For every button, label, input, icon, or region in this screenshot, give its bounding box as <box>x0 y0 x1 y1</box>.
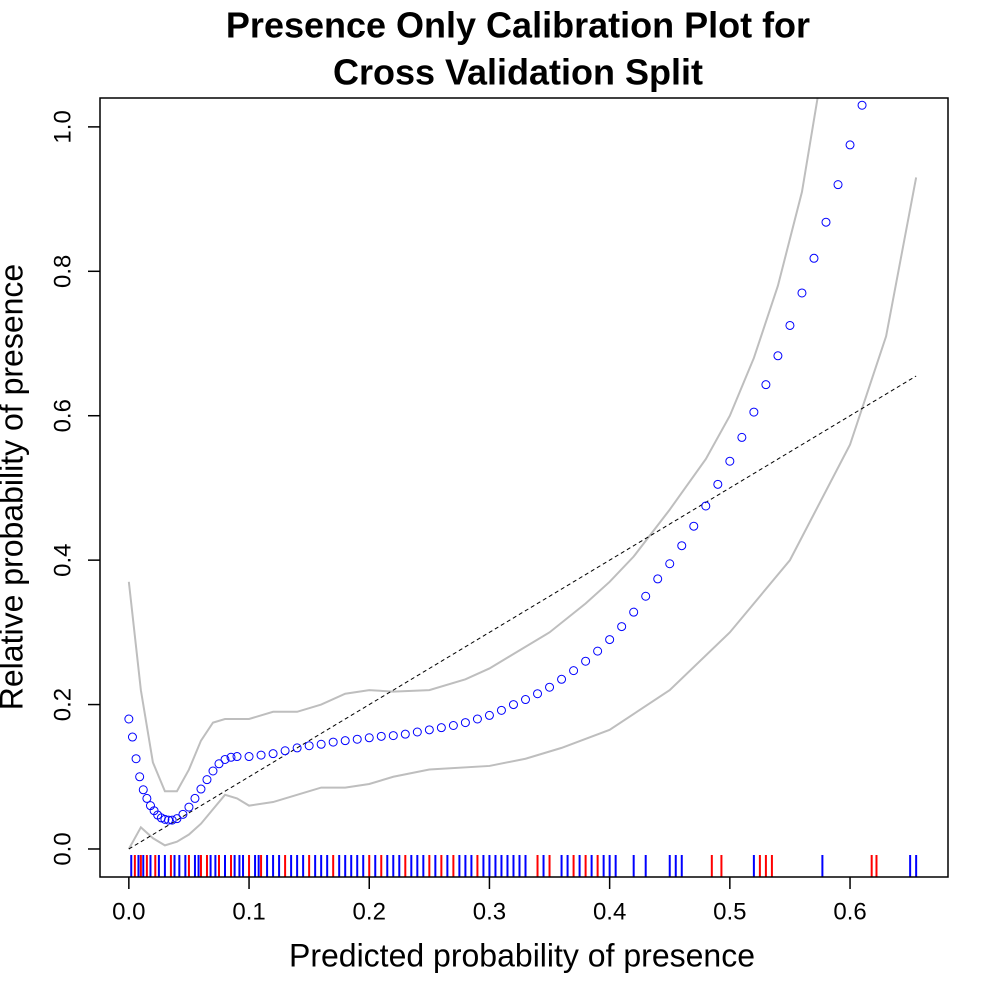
y-tick-label: 0.0 <box>49 832 76 865</box>
point <box>821 217 831 227</box>
point <box>773 351 783 361</box>
x-tick-label: 0.3 <box>473 898 506 925</box>
point <box>533 689 543 699</box>
point <box>280 746 290 756</box>
point <box>725 456 735 466</box>
point <box>593 646 603 656</box>
point <box>184 802 194 812</box>
point <box>677 541 687 551</box>
point <box>364 733 374 743</box>
point <box>167 815 177 825</box>
point <box>304 741 314 751</box>
point <box>496 705 506 715</box>
point <box>460 718 470 728</box>
y-tick-label: 1.0 <box>49 110 76 143</box>
point <box>256 750 266 760</box>
confidence-line <box>127 177 918 850</box>
point <box>472 714 482 724</box>
point <box>142 793 152 803</box>
point <box>164 815 174 825</box>
point <box>400 729 410 739</box>
point <box>629 607 639 617</box>
point <box>190 793 200 803</box>
point <box>545 682 555 692</box>
point <box>328 737 338 747</box>
x-tick-label: 0.4 <box>593 898 626 925</box>
point <box>701 501 711 511</box>
point <box>226 752 236 762</box>
plot-frame <box>99 97 949 878</box>
point <box>617 622 627 632</box>
plot-area <box>124 98 918 877</box>
point <box>749 407 759 417</box>
point <box>689 521 699 531</box>
point <box>138 785 148 795</box>
point <box>761 380 771 390</box>
y-tick-label: 0.6 <box>49 399 76 432</box>
point <box>124 714 134 724</box>
x-tick-label: 0.6 <box>833 898 866 925</box>
point <box>202 775 212 785</box>
point <box>178 809 188 819</box>
point <box>220 754 230 764</box>
point <box>352 734 362 744</box>
point <box>737 432 747 442</box>
point <box>316 739 326 749</box>
point <box>388 731 398 741</box>
point <box>581 656 591 666</box>
point <box>208 766 218 776</box>
point <box>268 749 278 759</box>
point <box>424 725 434 735</box>
point <box>857 100 867 110</box>
y-tick-label: 0.8 <box>49 255 76 288</box>
y-tick-label: 0.4 <box>49 543 76 576</box>
point <box>131 754 141 764</box>
x-tick-label: 0.2 <box>353 898 386 925</box>
point <box>785 320 795 330</box>
point <box>160 814 170 824</box>
y-axis-title: Relative probability of presence <box>0 264 29 710</box>
point <box>641 591 651 601</box>
point <box>196 784 206 794</box>
reference-line <box>128 375 917 850</box>
point <box>448 721 458 731</box>
point <box>653 574 663 584</box>
point <box>508 700 518 710</box>
point <box>376 731 386 741</box>
point <box>135 772 145 782</box>
chart-title: Presence Only Calibration Plot for <box>226 5 810 46</box>
point <box>605 635 615 645</box>
point <box>127 732 137 742</box>
point <box>713 479 723 489</box>
point <box>665 559 675 569</box>
point <box>214 759 224 769</box>
chart-title: Cross Validation Split <box>333 52 703 93</box>
x-tick-label: 0.5 <box>713 898 746 925</box>
point <box>484 710 494 720</box>
point <box>557 674 567 684</box>
point <box>292 743 302 753</box>
x-axis-title: Predicted probability of presence <box>289 937 755 973</box>
point <box>521 695 531 705</box>
point <box>809 253 819 263</box>
point <box>833 180 843 190</box>
point <box>244 752 254 762</box>
point <box>436 723 446 733</box>
point <box>797 288 807 298</box>
point <box>845 140 855 150</box>
point <box>172 814 182 824</box>
confidence-line <box>127 98 819 793</box>
y-tick-label: 0.2 <box>49 688 76 721</box>
point <box>340 736 350 746</box>
point <box>569 666 579 676</box>
x-tick-label: 0.1 <box>232 898 265 925</box>
point <box>232 752 242 762</box>
point <box>412 727 422 737</box>
x-tick-label: 0.0 <box>112 898 145 925</box>
